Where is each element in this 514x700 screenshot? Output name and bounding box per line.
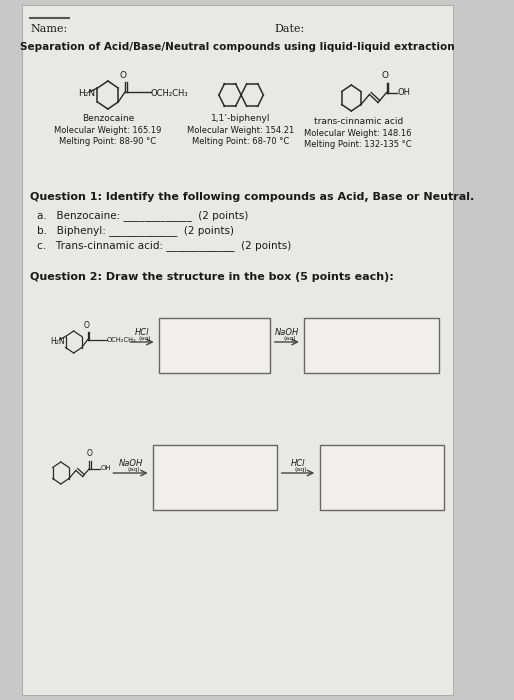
Text: Separation of Acid/Base/Neutral compounds using liquid-liquid extraction: Separation of Acid/Base/Neutral compound… [21,42,455,52]
Text: Question 2: Draw the structure in the box (5 points each):: Question 2: Draw the structure in the bo… [30,272,394,282]
Text: (aq): (aq) [294,467,307,472]
Text: c.   Trans-cinnamic acid: _____________  (2 points): c. Trans-cinnamic acid: _____________ (2… [37,240,291,251]
Text: HCl: HCl [135,328,149,337]
Bar [159,318,270,373]
Bar [153,445,277,510]
Text: (aq): (aq) [284,336,297,341]
Text: OH: OH [101,466,111,472]
Text: O: O [120,71,127,80]
Text: Date:: Date: [274,24,305,34]
Text: Melting Point: 132-135 °C: Melting Point: 132-135 °C [304,140,412,149]
Bar [304,318,439,373]
Text: Question 1: Identify the following compounds as Acid, Base or Neutral.: Question 1: Identify the following compo… [30,192,474,202]
Text: OH: OH [398,88,411,97]
Text: O: O [381,71,389,80]
Text: O: O [86,449,93,458]
Text: trans-cinnamic acid: trans-cinnamic acid [314,117,403,126]
Text: OCH₂CH₃: OCH₂CH₃ [151,88,188,97]
Text: Molecular Weight: 165.19: Molecular Weight: 165.19 [54,126,161,135]
Text: Benzocaine: Benzocaine [82,114,134,123]
Text: NaOH: NaOH [118,459,142,468]
Text: Melting Point: 88-90 °C: Melting Point: 88-90 °C [59,137,156,146]
Text: O: O [84,321,90,330]
Text: Molecular Weight: 154.21: Molecular Weight: 154.21 [188,126,295,135]
Text: Name:: Name: [30,24,67,34]
Text: b.   Biphenyl: _____________  (2 points): b. Biphenyl: _____________ (2 points) [37,225,234,236]
Text: H₂N: H₂N [78,90,95,99]
Text: OCH₂CH₃: OCH₂CH₃ [106,337,136,344]
Text: HCl: HCl [291,459,305,468]
Text: NaOH: NaOH [274,328,299,337]
Text: (aq): (aq) [138,336,151,341]
Text: a.   Benzocaine: _____________  (2 points): a. Benzocaine: _____________ (2 points) [37,210,248,221]
Text: Melting Point: 68-70 °C: Melting Point: 68-70 °C [192,137,290,146]
Text: H₂N: H₂N [50,337,65,346]
Text: 1,1’-biphenyl: 1,1’-biphenyl [211,114,271,123]
Text: (aq): (aq) [127,467,140,472]
Bar [320,445,444,510]
Text: Molecular Weight: 148.16: Molecular Weight: 148.16 [304,129,412,138]
